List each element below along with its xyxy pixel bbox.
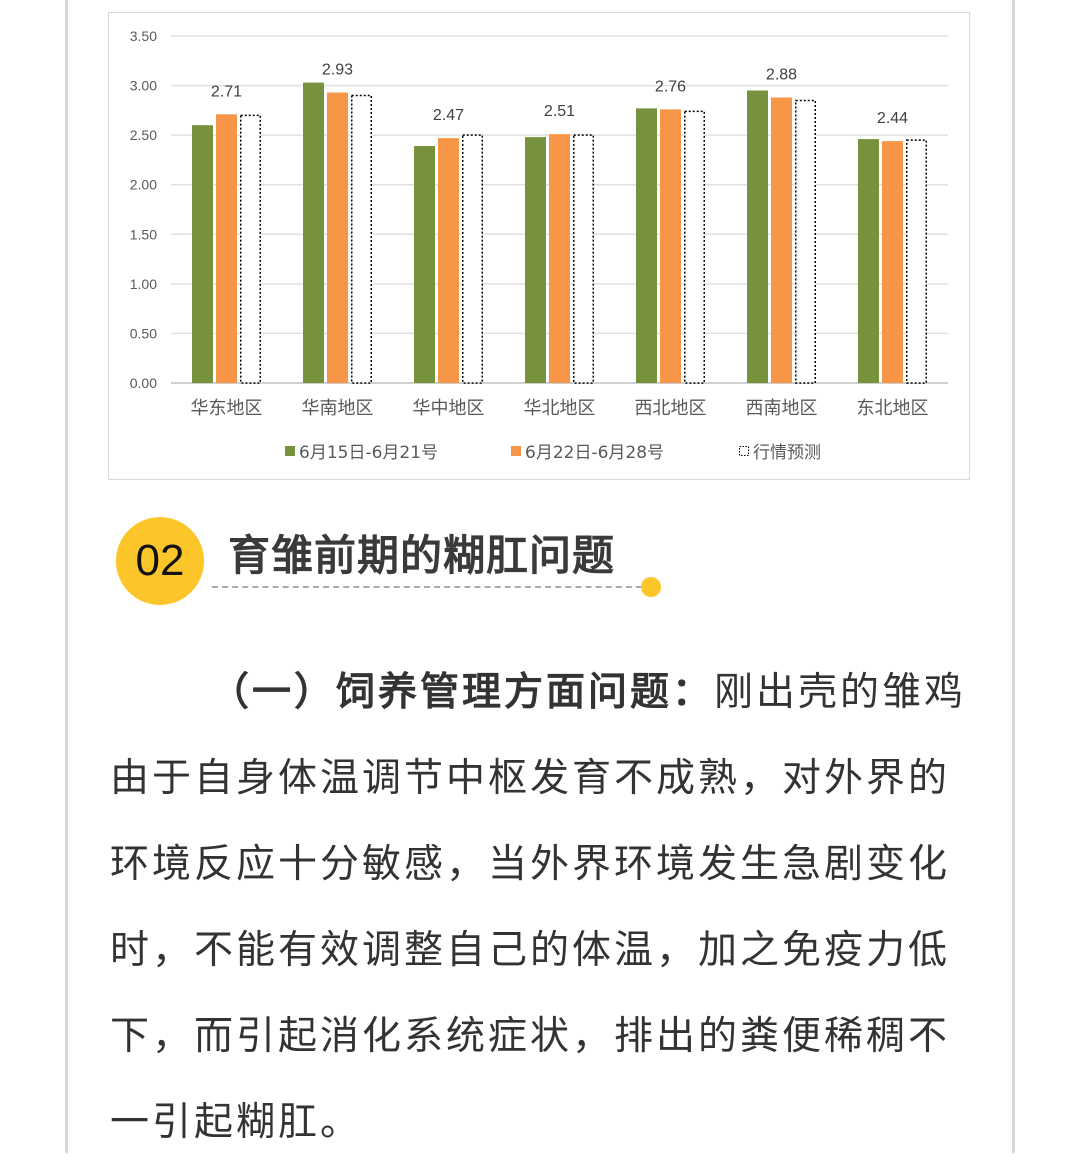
data-label: 2.93 xyxy=(322,62,353,79)
legend-label: 行情预测 xyxy=(753,443,821,463)
bar-forecast xyxy=(351,94,372,384)
bar xyxy=(660,109,681,383)
x-category-label: 华北地区 xyxy=(524,398,596,419)
data-label: 2.76 xyxy=(655,78,686,95)
bar-forecast xyxy=(906,139,927,384)
bar xyxy=(414,146,435,383)
data-label: 2.88 xyxy=(766,66,797,83)
y-tick-label: 2.00 xyxy=(130,177,157,193)
x-category-label: 东北地区 xyxy=(857,398,929,419)
bar xyxy=(303,82,324,384)
paragraph-line: 环境反应十分敏感，当外界环境发生急剧变化 xyxy=(110,842,951,887)
legend-swatch xyxy=(285,446,295,456)
x-category-label: 华南地区 xyxy=(302,398,374,419)
x-category-label: 西南地区 xyxy=(746,398,818,419)
right-border xyxy=(1012,0,1015,1153)
bar-forecast xyxy=(462,134,483,384)
data-label: 2.71 xyxy=(211,83,242,100)
paragraph-line: （一）饲养管理方面问题：刚出壳的雏鸡 xyxy=(110,650,980,736)
y-tick-label: 0.00 xyxy=(130,375,157,391)
paragraph-line: 由于自身体温调节中枢发育不成熟，对外界的 xyxy=(110,756,951,801)
bar xyxy=(771,97,792,384)
legend-swatch xyxy=(739,446,749,456)
section-title: 育雏前期的糊肛问题 xyxy=(228,531,616,580)
bar xyxy=(636,108,657,384)
legend-label: 6月15日-6月21号 xyxy=(299,443,438,463)
underline-dot xyxy=(641,577,661,597)
paragraph-heading: （一）饲养管理方面问题： xyxy=(210,670,715,715)
data-label: 2.44 xyxy=(877,110,908,127)
y-tick-label: 3.00 xyxy=(130,78,157,94)
bar xyxy=(216,114,237,383)
left-border xyxy=(65,0,68,1153)
price-chart: 0.00 0.50 1.00 1.50 2.00 2.50 3.00 3.50 2.71 华东地区… xyxy=(108,12,970,480)
data-label: 2.51 xyxy=(544,103,575,120)
bar-forecast xyxy=(684,110,705,384)
legend-label: 6月22日-6月28号 xyxy=(525,443,664,463)
bar xyxy=(858,139,879,383)
paragraph-text: 刚出壳的雏鸡 xyxy=(714,670,967,715)
y-tick-label: 0.50 xyxy=(130,325,157,341)
title-underline xyxy=(212,586,642,588)
body-paragraph: （一）饲养管理方面问题：刚出壳的雏鸡 由于自身体温调节中枢发育不成熟，对外界的 … xyxy=(110,650,980,1166)
y-tick-label: 1.50 xyxy=(130,226,157,242)
x-category-label: 华中地区 xyxy=(413,398,485,419)
bar xyxy=(747,90,768,384)
data-label: 2.47 xyxy=(433,107,464,124)
bar-forecast xyxy=(795,99,816,384)
paragraph-line: 时，不能有效调整自己的体温，加之免疫力低 xyxy=(110,928,951,973)
x-category-label: 华东地区 xyxy=(191,398,263,419)
bar xyxy=(882,141,903,383)
paragraph-line: 下，而引起消化系统症状，排出的粪便稀稠不 xyxy=(110,1014,951,1059)
section-number-badge: 02 xyxy=(116,517,204,605)
x-category-label: 西北地区 xyxy=(635,398,707,419)
bar-chart: 0.00 0.50 1.00 1.50 2.00 2.50 3.00 3.50 2.71 华东地区… xyxy=(130,28,948,463)
bar xyxy=(192,125,213,383)
bar xyxy=(525,137,546,383)
y-tick-label: 3.50 xyxy=(130,28,157,44)
bar xyxy=(549,134,570,383)
bar-forecast xyxy=(240,114,261,384)
bar xyxy=(438,138,459,383)
bar xyxy=(327,92,348,384)
legend-swatch xyxy=(511,446,521,456)
y-tick-label: 2.50 xyxy=(130,127,157,143)
y-tick-label: 1.00 xyxy=(130,276,157,292)
paragraph-line: 一引起糊肛。 xyxy=(110,1100,363,1145)
bar-forecast xyxy=(573,134,594,384)
